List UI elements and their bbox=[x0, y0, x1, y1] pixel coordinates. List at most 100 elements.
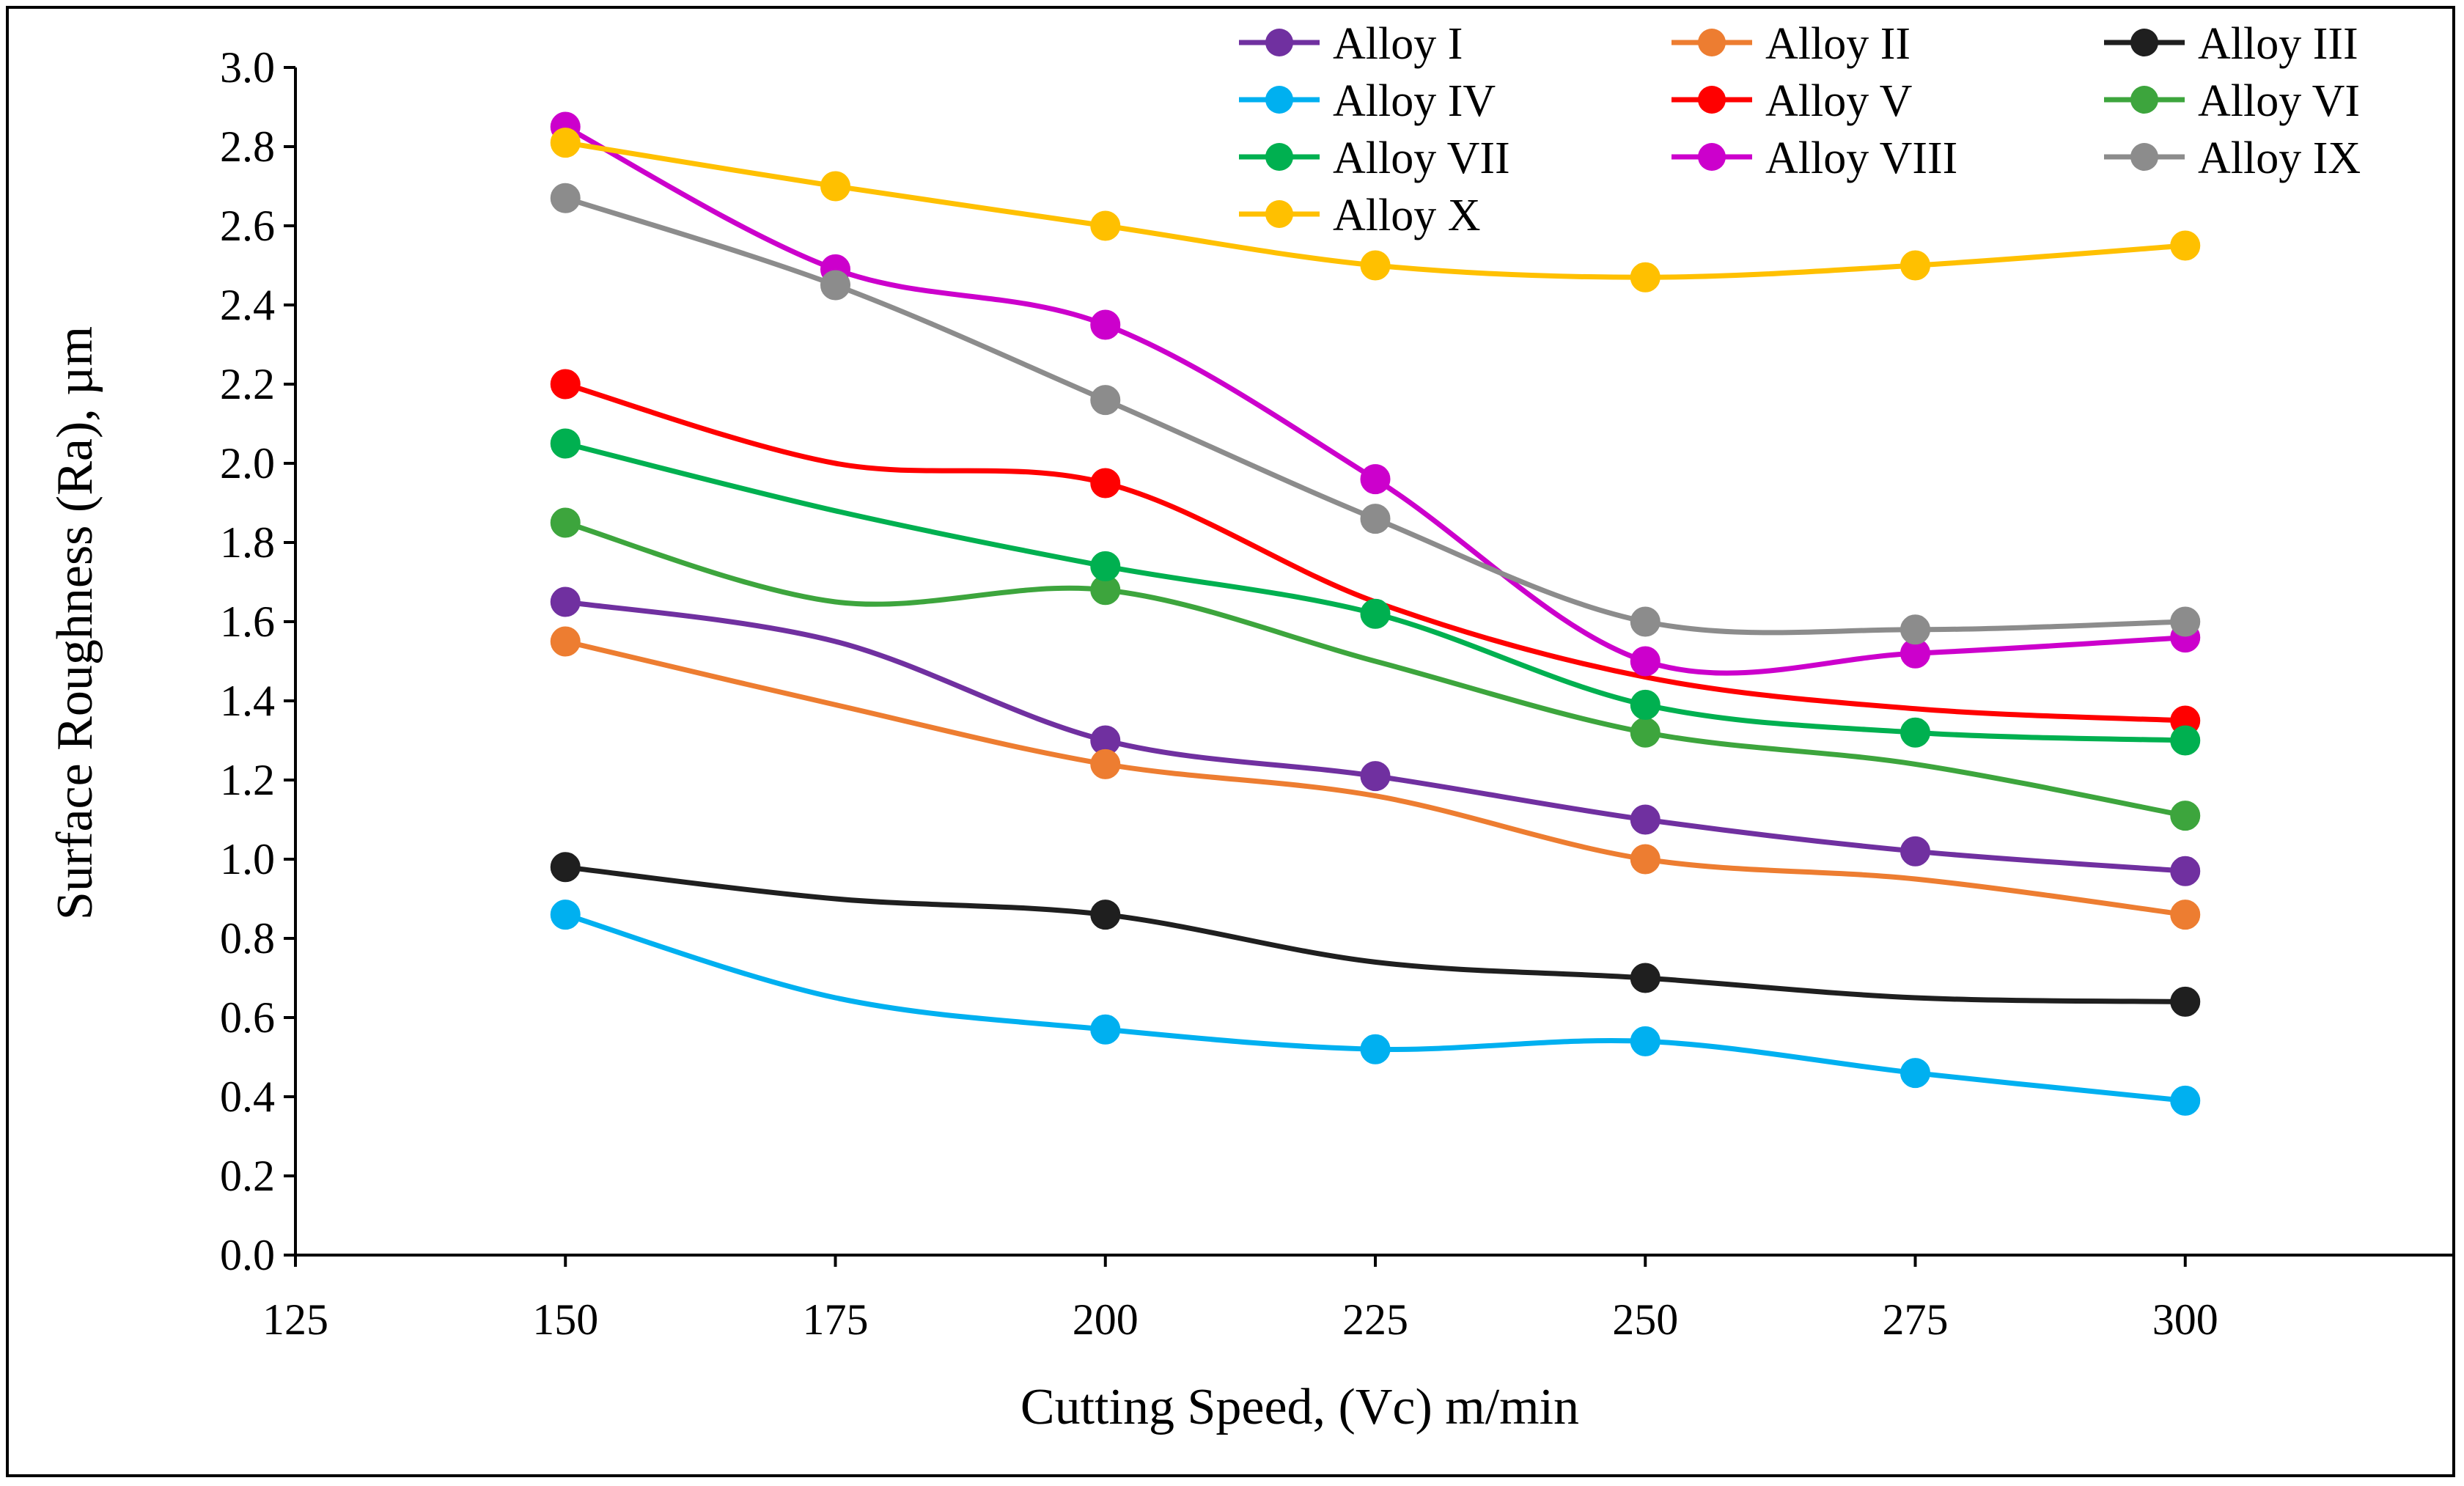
legend-swatch-marker bbox=[1265, 29, 1293, 56]
y-tick-label: 2.6 bbox=[220, 202, 275, 250]
y-tick-label: 0.6 bbox=[220, 993, 275, 1042]
legend-swatch-marker bbox=[2130, 86, 2158, 114]
series-line-alloy-iv bbox=[562, 912, 2188, 1103]
data-point-alloy-ix bbox=[1090, 385, 1121, 416]
data-point-alloy-iv bbox=[1630, 1026, 1661, 1056]
legend-item-alloy-viii: Alloy VIII bbox=[1672, 133, 1957, 183]
data-point-alloy-ii bbox=[1090, 748, 1121, 779]
y-tick-label: 2.2 bbox=[220, 360, 275, 408]
data-point-alloy-x bbox=[1090, 210, 1121, 241]
data-point-alloy-viii bbox=[1090, 309, 1121, 340]
data-point-alloy-ix bbox=[550, 183, 581, 213]
legend-item-alloy-x: Alloy X bbox=[1239, 191, 1481, 240]
data-point-alloy-vii bbox=[550, 428, 581, 459]
tick-labels: 0.0 0.2 0.4 0.6 0.8 1.0 1.2 1.4 1.6 1.8 2.0 2.2 2.4 2… bbox=[220, 43, 2218, 1344]
legend-label: Alloy V bbox=[1765, 76, 1913, 126]
data-point-alloy-vii bbox=[1090, 551, 1121, 581]
data-point-alloy-i bbox=[1630, 804, 1661, 835]
x-tick-label: 200 bbox=[1073, 1295, 1139, 1344]
legend-item-alloy-ii: Alloy II bbox=[1672, 19, 1910, 69]
y-tick-label: 0.2 bbox=[220, 1152, 275, 1200]
legend-item-alloy-v: Alloy V bbox=[1672, 76, 1913, 126]
y-tick-label: 1.0 bbox=[220, 835, 275, 883]
data-point-alloy-vii bbox=[1630, 689, 1661, 720]
x-tick-label: 175 bbox=[803, 1295, 869, 1344]
data-point-alloy-iv bbox=[1360, 1034, 1391, 1064]
data-point-alloy-v bbox=[550, 369, 581, 400]
y-tick-label: 1.4 bbox=[220, 677, 275, 725]
series-line-alloy-iii bbox=[562, 864, 2188, 1004]
y-tick-label: 2.4 bbox=[220, 281, 275, 329]
chart-frame bbox=[6, 6, 2455, 1477]
data-point-alloy-iv bbox=[1900, 1058, 1930, 1089]
x-tick-label: 125 bbox=[262, 1295, 328, 1344]
data-point-alloy-vi bbox=[550, 507, 581, 538]
legend-swatch-marker bbox=[1265, 143, 1293, 171]
y-tick-label: 0.8 bbox=[220, 914, 275, 963]
data-point-alloy-ix bbox=[2170, 606, 2201, 637]
data-point-alloy-i bbox=[1900, 836, 1930, 867]
series-line-alloy-v bbox=[562, 381, 2188, 724]
data-point-alloy-viii bbox=[1630, 646, 1661, 677]
x-axis-title: Cutting Speed, (Vc) m/min bbox=[1020, 1379, 1579, 1435]
y-tick-label: 2.0 bbox=[220, 439, 275, 488]
data-point-alloy-x bbox=[1900, 250, 1930, 281]
data-point-alloy-iv bbox=[550, 900, 581, 930]
x-tick-label: 150 bbox=[532, 1295, 598, 1344]
data-point-alloy-iii bbox=[2170, 986, 2201, 1017]
data-point-alloy-v bbox=[1090, 468, 1121, 499]
data-point-alloy-vii bbox=[1900, 717, 1930, 748]
y-tick-label: 1.2 bbox=[220, 756, 275, 804]
legend-label: Alloy VI bbox=[2198, 76, 2360, 126]
data-point-alloy-ix bbox=[820, 270, 850, 301]
y-tick-label: 1.6 bbox=[220, 597, 275, 646]
data-point-alloy-iv bbox=[1090, 1014, 1121, 1045]
data-point-alloy-x bbox=[1630, 262, 1661, 293]
data-point-alloy-viii bbox=[1360, 464, 1391, 495]
data-point-alloy-ix bbox=[1360, 504, 1391, 534]
data-point-alloy-vii bbox=[2170, 725, 2201, 756]
legend-swatch-marker bbox=[1265, 86, 1293, 114]
data-point-alloy-x bbox=[820, 171, 850, 202]
legend-item-alloy-vi: Alloy VI bbox=[2104, 76, 2360, 126]
x-tick-label: 300 bbox=[2152, 1295, 2218, 1344]
data-point-alloy-iii bbox=[1090, 900, 1121, 930]
data-point-alloy-ii bbox=[2170, 900, 2201, 930]
legend-swatch-marker bbox=[1698, 86, 1726, 114]
legend-item-alloy-vii: Alloy VII bbox=[1239, 133, 1510, 183]
legend-label: Alloy IV bbox=[1333, 76, 1496, 126]
legend-label: Alloy X bbox=[1333, 191, 1481, 240]
data-point-alloy-ix bbox=[1900, 614, 1930, 645]
data-point-alloy-x bbox=[2170, 230, 2201, 261]
data-point-alloy-ix bbox=[1630, 606, 1661, 637]
series-line-alloy-vi bbox=[562, 520, 2188, 819]
data-point-alloy-vi bbox=[1630, 717, 1661, 748]
x-tick-label: 275 bbox=[1883, 1295, 1949, 1344]
x-tick-label: 250 bbox=[1612, 1295, 1678, 1344]
data-point-alloy-ii bbox=[550, 626, 581, 657]
legend-item-alloy-i: Alloy I bbox=[1239, 19, 1463, 69]
legend-label: Alloy III bbox=[2198, 19, 2358, 69]
data-point-alloy-iii bbox=[1630, 963, 1661, 993]
legend-swatch-marker bbox=[1265, 200, 1293, 228]
y-tick-label: 0.0 bbox=[220, 1231, 275, 1279]
legend-swatch-marker bbox=[2130, 29, 2158, 56]
data-point-alloy-i bbox=[550, 586, 581, 617]
legend-item-alloy-iii: Alloy III bbox=[2104, 19, 2358, 69]
data-point-alloy-x bbox=[550, 128, 581, 158]
y-tick-label: 3.0 bbox=[220, 43, 275, 92]
legend-label: Alloy VIII bbox=[1765, 133, 1957, 183]
data-point-alloy-i bbox=[2170, 856, 2201, 886]
data-point-alloy-iii bbox=[550, 852, 581, 883]
legend-swatch-marker bbox=[2130, 143, 2158, 171]
y-tick-label: 1.8 bbox=[220, 518, 275, 567]
legend-label: Alloy IX bbox=[2198, 133, 2361, 183]
legend-swatch-marker bbox=[1698, 143, 1726, 171]
data-point-alloy-vii bbox=[1360, 598, 1391, 629]
legend: Alloy I Alloy II Alloy III Alloy IV Alloy V A… bbox=[1239, 19, 2361, 240]
y-tick-label: 2.8 bbox=[220, 122, 275, 171]
data-point-alloy-vi bbox=[2170, 801, 2201, 831]
legend-label: Alloy II bbox=[1765, 19, 1910, 69]
y-axis-title: Surface Roughness (Ra), µm bbox=[47, 326, 103, 920]
